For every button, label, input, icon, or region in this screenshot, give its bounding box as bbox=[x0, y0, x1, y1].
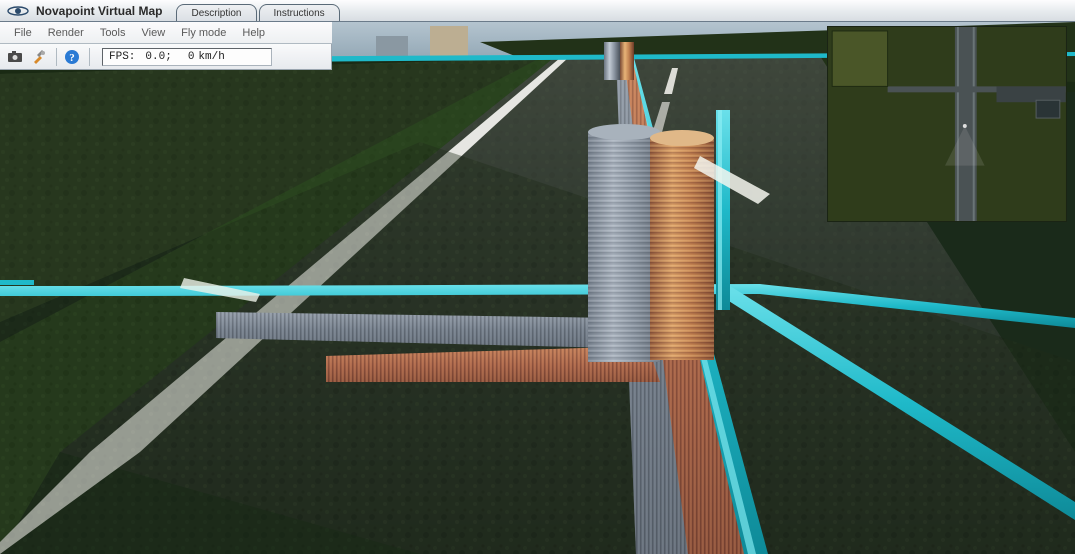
menu-bar: File Render Tools View Fly mode Help bbox=[0, 22, 332, 44]
toolbar-separator bbox=[56, 48, 57, 66]
menu-help[interactable]: Help bbox=[234, 24, 273, 42]
tab-label: Description bbox=[191, 8, 241, 19]
toolbar-separator bbox=[89, 48, 90, 66]
wrench-icon bbox=[31, 49, 47, 65]
menu-fly-mode[interactable]: Fly mode bbox=[173, 24, 234, 42]
camera-icon bbox=[7, 50, 23, 64]
toolbar: ? FPS: 0.0; 0 km/h bbox=[0, 44, 332, 70]
tab-label: Instructions bbox=[274, 8, 325, 19]
tab-description[interactable]: Description bbox=[176, 4, 256, 21]
app-logo-icon bbox=[6, 4, 30, 18]
menu-file[interactable]: File bbox=[6, 24, 40, 42]
tab-instructions[interactable]: Instructions bbox=[259, 4, 340, 21]
speed-unit: km/h bbox=[198, 51, 224, 63]
camera-button[interactable] bbox=[4, 46, 26, 68]
fps-display: FPS: 0.0; 0 km/h bbox=[102, 48, 272, 66]
menu-view[interactable]: View bbox=[134, 24, 174, 42]
tools-button[interactable] bbox=[28, 46, 50, 68]
help-button[interactable]: ? bbox=[61, 46, 83, 68]
svg-text:?: ? bbox=[69, 52, 75, 64]
speed-value: 0 bbox=[188, 51, 195, 63]
fps-label: FPS: bbox=[109, 51, 135, 63]
title-bar: Novapoint Virtual Map Description Instru… bbox=[0, 0, 1075, 22]
menu-render[interactable]: Render bbox=[40, 24, 92, 42]
minimap[interactable] bbox=[827, 26, 1067, 222]
app-title: Novapoint Virtual Map bbox=[36, 4, 162, 18]
menu-tools[interactable]: Tools bbox=[92, 24, 134, 42]
ui-panel: File Render Tools View Fly mode Help ? bbox=[0, 22, 332, 70]
fps-value: 0.0; bbox=[145, 51, 171, 63]
help-icon: ? bbox=[64, 49, 80, 65]
